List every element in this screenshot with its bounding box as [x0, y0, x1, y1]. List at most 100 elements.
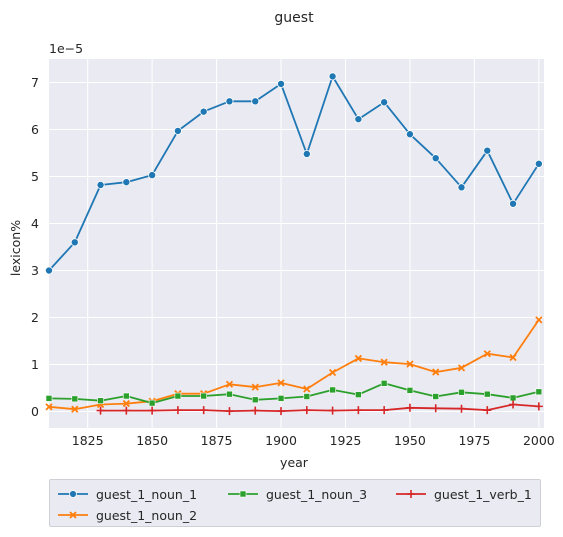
- data-point: [483, 406, 492, 415]
- data-point: [174, 392, 182, 400]
- data-point: [380, 380, 388, 387]
- x-axis-ticks: 1825 1850 1875 1900 1925 1950 1975 2000: [72, 433, 555, 448]
- legend: guest_1_noun_1 guest_1_noun_2 guest_1_no…: [49, 479, 541, 527]
- data-point: [70, 238, 79, 247]
- data-point: [96, 406, 105, 415]
- legend-swatch-noun-3: [228, 490, 258, 498]
- data-point: [71, 395, 79, 403]
- series-line: [48, 319, 540, 411]
- x-axis-label: year: [280, 455, 309, 470]
- data-point: [405, 130, 414, 139]
- data-point: [534, 159, 543, 168]
- series-layer: [45, 72, 543, 416]
- y-tick-label: 0: [31, 404, 39, 419]
- legend-item-guest-1-verb-1: guest_1_verb_1: [396, 485, 532, 503]
- data-point: [277, 379, 285, 387]
- legend-swatch-noun-1: [58, 490, 88, 498]
- data-point: [431, 154, 440, 163]
- data-point: [148, 399, 156, 407]
- data-point: [122, 406, 131, 415]
- y-tick-label: 5: [31, 169, 39, 184]
- data-point: [200, 392, 207, 400]
- data-point: [458, 388, 465, 396]
- data-point: [329, 386, 336, 394]
- series-guest-1-noun-1: [45, 72, 543, 275]
- data-point: [328, 406, 337, 415]
- legend-item-guest-1-noun-2: guest_1_noun_2: [58, 506, 197, 524]
- data-point: [96, 180, 105, 189]
- y-tick-label: 4: [31, 216, 39, 231]
- series-line: [48, 75, 540, 272]
- data-point: [45, 266, 54, 275]
- data-point: [380, 98, 389, 107]
- data-point: [380, 406, 389, 415]
- data-point: [406, 387, 414, 394]
- data-point: [251, 97, 260, 106]
- data-point: [199, 107, 208, 116]
- data-point: [432, 368, 440, 376]
- data-point: [509, 400, 518, 409]
- plot-area: [49, 59, 544, 428]
- data-point: [328, 72, 337, 81]
- data-point: [122, 178, 131, 187]
- data-point: [122, 399, 130, 408]
- data-point: [534, 402, 543, 411]
- data-point: [148, 171, 157, 180]
- data-point: [303, 385, 311, 393]
- data-point: [354, 406, 363, 415]
- legend-label: guest_1_noun_3: [266, 486, 368, 502]
- data-point: [71, 405, 79, 413]
- data-point: [355, 391, 362, 398]
- y-tick-label: 1: [31, 357, 39, 372]
- x-tick-label: 1825: [72, 433, 104, 448]
- legend-label: guest_1_noun_2: [96, 507, 198, 523]
- data-point: [405, 403, 414, 412]
- x-tick-label: 1850: [136, 433, 168, 448]
- data-point: [302, 406, 311, 415]
- data-point: [148, 406, 157, 415]
- chart-title: guest: [274, 10, 314, 26]
- legend-item-guest-1-noun-1: guest_1_noun_1: [58, 485, 197, 503]
- data-point: [225, 97, 234, 106]
- data-point: [251, 396, 259, 404]
- data-point: [173, 406, 182, 415]
- series-line: [100, 403, 539, 413]
- data-point: [277, 395, 285, 402]
- y-tick-label: 7: [31, 75, 39, 90]
- data-point: [45, 395, 53, 402]
- x-tick-label: 1950: [394, 433, 426, 448]
- x-tick-label: 1975: [458, 433, 490, 448]
- x-tick-label: 2000: [523, 433, 555, 448]
- x-tick-label: 1900: [265, 433, 297, 448]
- data-point: [354, 115, 363, 124]
- series-guest-1-verb-1: [96, 400, 543, 416]
- data-point: [535, 388, 543, 396]
- data-point: [457, 364, 466, 372]
- series-line: [48, 382, 540, 405]
- data-point: [431, 404, 440, 413]
- data-point: [251, 406, 260, 415]
- data-point: [199, 406, 208, 415]
- data-point: [123, 392, 130, 400]
- data-point: [303, 393, 311, 400]
- legend-swatch-verb-1: [396, 490, 426, 498]
- data-point: [509, 353, 517, 362]
- data-point: [509, 394, 517, 402]
- data-point: [173, 126, 182, 135]
- data-point: [226, 390, 233, 398]
- data-point: [225, 407, 234, 416]
- legend-swatch-noun-2: [58, 511, 88, 519]
- data-point: [432, 393, 440, 400]
- data-point: [277, 407, 286, 416]
- data-point: [328, 368, 337, 377]
- y-axis-ticks: 0 1 2 3 4 5 6 7: [31, 75, 39, 419]
- data-point: [509, 199, 518, 208]
- y-axis-multiplier: 1e−5: [49, 41, 83, 56]
- data-point: [457, 183, 466, 192]
- data-point: [483, 350, 491, 358]
- data-point: [483, 390, 491, 398]
- legend-label: guest_1_verb_1: [434, 486, 532, 502]
- grid-lines: [49, 59, 544, 428]
- data-point: [535, 316, 543, 324]
